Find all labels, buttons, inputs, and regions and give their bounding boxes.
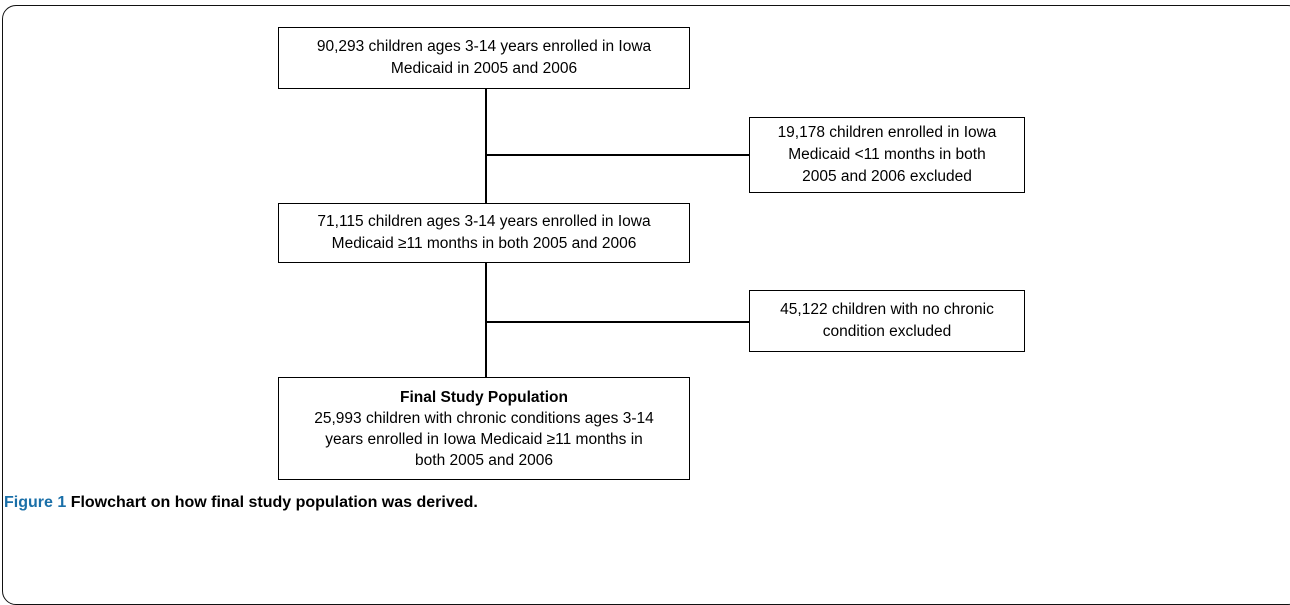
excluded-short-enrollment-box: 19,178 children enrolled in Iowa Medicai… — [749, 117, 1025, 193]
box-line: 71,115 children ages 3-14 years enrolled… — [317, 213, 651, 230]
box-line: condition excluded — [822, 323, 952, 340]
box-line: Medicaid <11 months in both — [788, 146, 986, 163]
connector-box1-box2 — [485, 88, 487, 204]
connector-exclusion-1 — [485, 154, 750, 156]
connector-box2-box3 — [485, 262, 487, 378]
final-study-population-box: Final Study Population 25,993 children w… — [278, 377, 690, 480]
final-population-heading: Final Study Population — [400, 388, 568, 406]
box-line: 2005 and 2006 excluded — [802, 168, 972, 185]
box-line: years enrolled in Iowa Medicaid ≥11 mont… — [325, 430, 643, 448]
connector-exclusion-2 — [485, 321, 750, 323]
box-line: 19,178 children enrolled in Iowa — [777, 124, 997, 141]
figure-caption-text: Flowchart on how final study population … — [70, 494, 478, 511]
box-line: 90,293 children ages 3-14 years enrolled… — [316, 38, 652, 55]
figure-label: Figure 1 — [4, 494, 67, 511]
box-line: Medicaid ≥11 months in both 2005 and 200… — [331, 235, 637, 252]
enrolled-children-box: 90,293 children ages 3-14 years enrolled… — [278, 27, 690, 89]
box-line: Medicaid in 2005 and 2006 — [390, 60, 578, 77]
figure-caption: Figure 1 Flowchart on how final study po… — [4, 494, 478, 512]
excluded-no-chronic-box: 45,122 children with no chronic conditio… — [749, 290, 1025, 352]
continuously-enrolled-box: 71,115 children ages 3-14 years enrolled… — [278, 203, 690, 263]
figure-frame — [2, 5, 1290, 605]
box-line: 45,122 children with no chronic — [780, 301, 994, 318]
box-line: 25,993 children with chronic conditions … — [314, 409, 654, 427]
box-line: both 2005 and 2006 — [415, 451, 553, 469]
